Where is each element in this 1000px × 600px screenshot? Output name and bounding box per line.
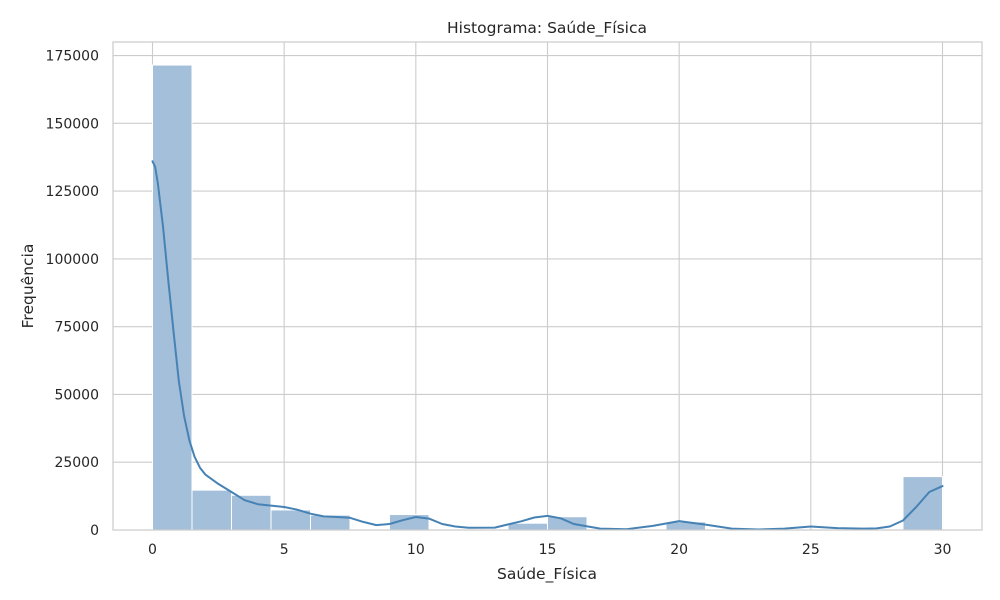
- plot-border: [112, 41, 983, 531]
- x-tick-label: 0: [148, 542, 157, 558]
- x-axis-label: Saúde_Física: [497, 565, 597, 584]
- y-tick-label: 175000: [46, 49, 99, 65]
- grid-layer: [113, 42, 982, 531]
- y-tick-label: 150000: [46, 116, 99, 132]
- y-tick-label: 100000: [46, 252, 99, 268]
- x-tick-label: 25: [802, 542, 820, 558]
- histogram-bar: [547, 516, 588, 531]
- histogram-bar: [191, 489, 232, 531]
- x-tick-label: 15: [539, 542, 557, 558]
- x-tick-label: 5: [280, 542, 289, 558]
- y-tick-label: 25000: [54, 455, 99, 471]
- x-tick-label: 20: [670, 542, 688, 558]
- y-tick-labels: 0 25000 50000 75000 100000 125000 150000 175000: [46, 49, 99, 539]
- y-tick-label: 75000: [54, 320, 99, 336]
- chart-title: Histograma: Saúde_Física: [447, 19, 647, 38]
- bars-layer: [152, 64, 943, 531]
- histogram-bar: [902, 476, 943, 531]
- x-tick-label: 30: [934, 542, 952, 558]
- kde-curve: [151, 160, 944, 531]
- y-tick-label: 0: [90, 523, 99, 539]
- y-tick-label: 125000: [46, 184, 99, 200]
- histogram-bar: [231, 494, 272, 531]
- plot-frame: [112, 41, 983, 531]
- y-tick-label: 50000: [54, 387, 99, 403]
- histogram-bar: [507, 522, 548, 531]
- x-tick-label: 10: [407, 542, 425, 558]
- kde-layer: [151, 160, 944, 531]
- histogram-bar: [152, 64, 193, 531]
- x-tick-labels: 0 5 10 15 20 25 30: [148, 542, 951, 558]
- y-axis-label: Frequência: [19, 244, 37, 329]
